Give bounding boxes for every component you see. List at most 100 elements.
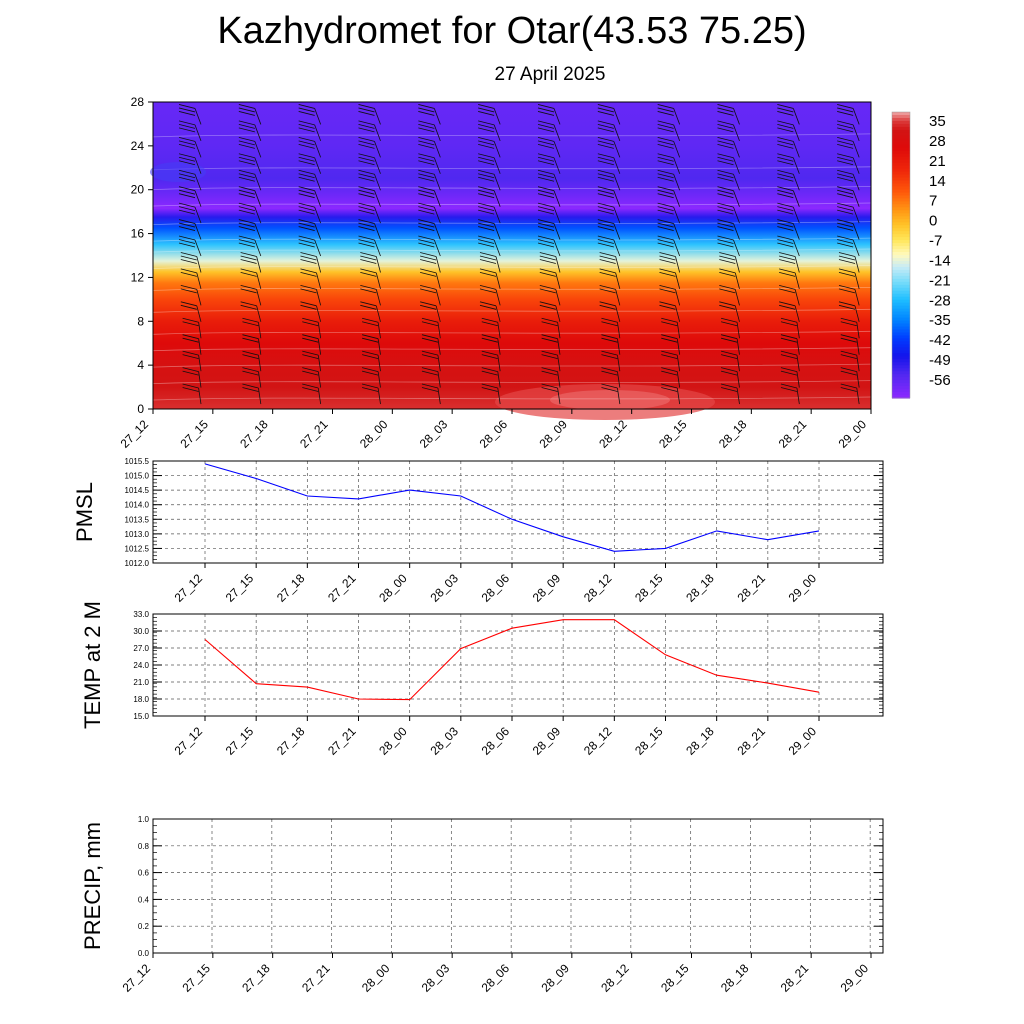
wind-barb bbox=[479, 268, 501, 290]
wind-barb bbox=[180, 268, 202, 290]
wind-barb bbox=[779, 284, 800, 306]
wind-barb bbox=[840, 383, 860, 405]
x-tick-label: 28_21 bbox=[778, 961, 812, 995]
colorbar-swatch bbox=[892, 305, 910, 310]
wind-barb bbox=[659, 268, 681, 290]
colorbar-swatch bbox=[892, 168, 910, 173]
colorbar-label: 28 bbox=[929, 133, 946, 150]
wind-barb bbox=[777, 169, 800, 191]
contour-line bbox=[152, 202, 872, 207]
wind-barb bbox=[240, 284, 262, 306]
colorbar-swatch bbox=[892, 269, 910, 274]
colorbar-swatch bbox=[892, 320, 910, 325]
wind-barb bbox=[717, 120, 740, 142]
x-tick-label: 27_15 bbox=[223, 571, 257, 605]
wind-barb bbox=[601, 383, 621, 405]
colorbar-swatch bbox=[892, 308, 910, 313]
colorbar-swatch bbox=[892, 120, 910, 125]
panel-frame bbox=[152, 818, 884, 954]
wind-barb bbox=[300, 301, 322, 322]
wind-barb bbox=[302, 367, 322, 388]
wind-barb bbox=[659, 252, 681, 273]
wind-barb bbox=[838, 284, 860, 306]
wind-barb bbox=[478, 235, 501, 257]
colorbar-swatch bbox=[892, 132, 910, 137]
wind-barb bbox=[302, 350, 322, 372]
x-tick-label: 29_00 bbox=[786, 571, 820, 605]
colorbar-swatch bbox=[892, 323, 910, 328]
pmsl-panel: 1012.0 1012.5 1013.0 1013.5 1014.0 1014.5 1015… bbox=[72, 457, 884, 605]
x-tick-label: 28_09 bbox=[530, 724, 564, 758]
wind-barb bbox=[780, 367, 800, 388]
y-tick-label: 0.0 bbox=[138, 949, 150, 958]
colorbar-swatch bbox=[892, 293, 910, 298]
colorbar-swatch bbox=[892, 186, 910, 191]
y-tick-label: 16 bbox=[131, 227, 145, 241]
wind-barb bbox=[721, 334, 740, 355]
wind-barb bbox=[657, 169, 681, 191]
y-tick-label: 1015.0 bbox=[125, 472, 150, 481]
colorbar-swatch bbox=[892, 368, 910, 372]
wind-barb bbox=[298, 104, 322, 125]
x-tick-label: 28_03 bbox=[419, 961, 453, 995]
colorbar-swatch bbox=[892, 356, 910, 360]
colorbar-swatch bbox=[892, 299, 910, 304]
colorbar-swatch bbox=[892, 159, 910, 164]
wind-barb bbox=[420, 284, 441, 306]
y-tick-label: 0.6 bbox=[138, 869, 150, 878]
wind-barb bbox=[599, 284, 621, 306]
wind-barb bbox=[418, 120, 441, 142]
wind-barb bbox=[541, 367, 561, 388]
wind-barb bbox=[840, 367, 860, 388]
wind-barb bbox=[358, 235, 381, 257]
x-tick-label: 28_18 bbox=[716, 417, 750, 451]
wind-barb bbox=[182, 350, 202, 372]
colorbar-swatch bbox=[892, 326, 910, 331]
wind-barb bbox=[837, 136, 860, 158]
wind-barb bbox=[418, 219, 441, 240]
x-tick-label: 29_00 bbox=[836, 417, 870, 451]
x-tick-label: 27_21 bbox=[299, 961, 333, 995]
wind-barb bbox=[298, 219, 322, 240]
colorbar-swatch bbox=[892, 329, 910, 334]
wind-barb bbox=[717, 136, 740, 158]
wind-barb bbox=[479, 284, 501, 306]
x-tick-label: 28_06 bbox=[477, 417, 511, 451]
wind-barb bbox=[597, 186, 621, 207]
wind-barb bbox=[182, 367, 202, 388]
x-tick-label: 28_06 bbox=[479, 571, 513, 605]
x-tick-label: 28_21 bbox=[776, 417, 810, 451]
wind-barb bbox=[420, 268, 441, 290]
wind-barb bbox=[298, 120, 322, 142]
x-tick-label: 28_12 bbox=[598, 961, 632, 995]
wind-barb bbox=[300, 284, 322, 306]
wind-barb bbox=[721, 350, 740, 372]
x-tick-label: 27_21 bbox=[297, 417, 331, 451]
wind-barb bbox=[238, 186, 262, 207]
wind-barb bbox=[242, 383, 262, 405]
wind-barb bbox=[719, 268, 740, 290]
y-tick-label: 33.0 bbox=[133, 610, 149, 619]
y-tick-label: 0 bbox=[137, 402, 144, 416]
wind-barb bbox=[599, 268, 621, 290]
wind-barb bbox=[597, 104, 621, 125]
colorbar-swatch bbox=[892, 204, 910, 208]
x-tick-label: 27_12 bbox=[172, 724, 206, 758]
x-tick-label: 28_15 bbox=[632, 571, 666, 605]
wind-barb bbox=[659, 301, 681, 322]
colorbar-swatch bbox=[892, 144, 910, 149]
colorbar-swatch bbox=[892, 210, 910, 214]
colorbar-swatch bbox=[892, 374, 910, 378]
wind-barb bbox=[300, 252, 322, 273]
colorbar-swatch bbox=[892, 162, 910, 167]
x-tick-label: 28_21 bbox=[734, 571, 768, 605]
wind-barb bbox=[420, 252, 441, 273]
x-tick-label: 28_12 bbox=[581, 571, 615, 605]
wind-barb bbox=[298, 235, 322, 257]
wind-barb bbox=[777, 235, 800, 257]
contour-line bbox=[152, 363, 872, 368]
colorbar-swatch bbox=[892, 311, 910, 316]
wind-barb bbox=[360, 301, 381, 322]
wind-barb bbox=[717, 186, 740, 207]
